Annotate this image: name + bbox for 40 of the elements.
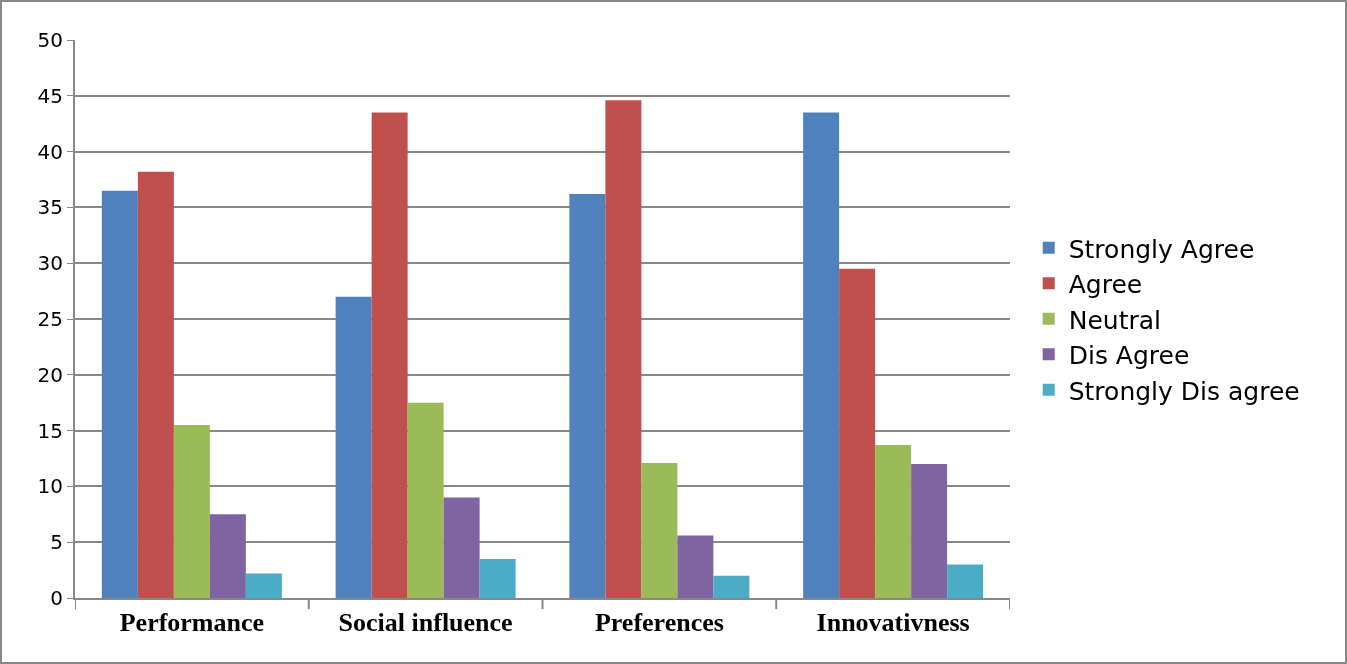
bar [335, 296, 372, 598]
bar [803, 112, 840, 598]
bar [407, 402, 444, 598]
y-tick-label: 10 [37, 474, 63, 499]
bar [443, 497, 480, 598]
bar [245, 573, 282, 598]
x-tick-label: Performance [119, 608, 265, 638]
bar [101, 190, 138, 598]
bar [875, 445, 912, 598]
y-tick-label: 25 [37, 307, 63, 331]
legend-label: Strongly Dis agree [1068, 376, 1300, 406]
y-tick-label: 0 [50, 586, 63, 610]
legend-label: Dis Agree [1068, 341, 1190, 370]
bar [911, 464, 948, 598]
bar [947, 564, 984, 598]
y-tick-label: 15 [37, 418, 63, 443]
x-tick-label: Social influence [338, 608, 513, 638]
bar [137, 171, 174, 598]
y-tick-label: 35 [37, 195, 63, 220]
y-tick-label: 5 [50, 530, 63, 555]
bar [641, 462, 678, 598]
legend-label: Strongly Agree [1068, 234, 1255, 264]
bar [605, 100, 642, 598]
x-tick-label: Innovativness [816, 608, 970, 638]
bar [371, 112, 408, 598]
legend-label: Agree [1068, 270, 1143, 299]
legend-label: Neutral [1068, 305, 1161, 335]
y-tick-label: 50 [37, 28, 63, 52]
y-tick-label: 30 [37, 251, 63, 276]
bar [713, 575, 750, 598]
y-tick-label: 45 [37, 83, 63, 108]
bar [569, 194, 606, 598]
y-tick-label: 40 [37, 139, 63, 164]
y-tick-label: 20 [37, 362, 63, 387]
bar [479, 558, 516, 598]
x-tick-label: Preferences [594, 608, 724, 638]
bar [677, 535, 714, 598]
bar [209, 514, 246, 598]
bar [173, 425, 210, 598]
bar [839, 268, 876, 598]
